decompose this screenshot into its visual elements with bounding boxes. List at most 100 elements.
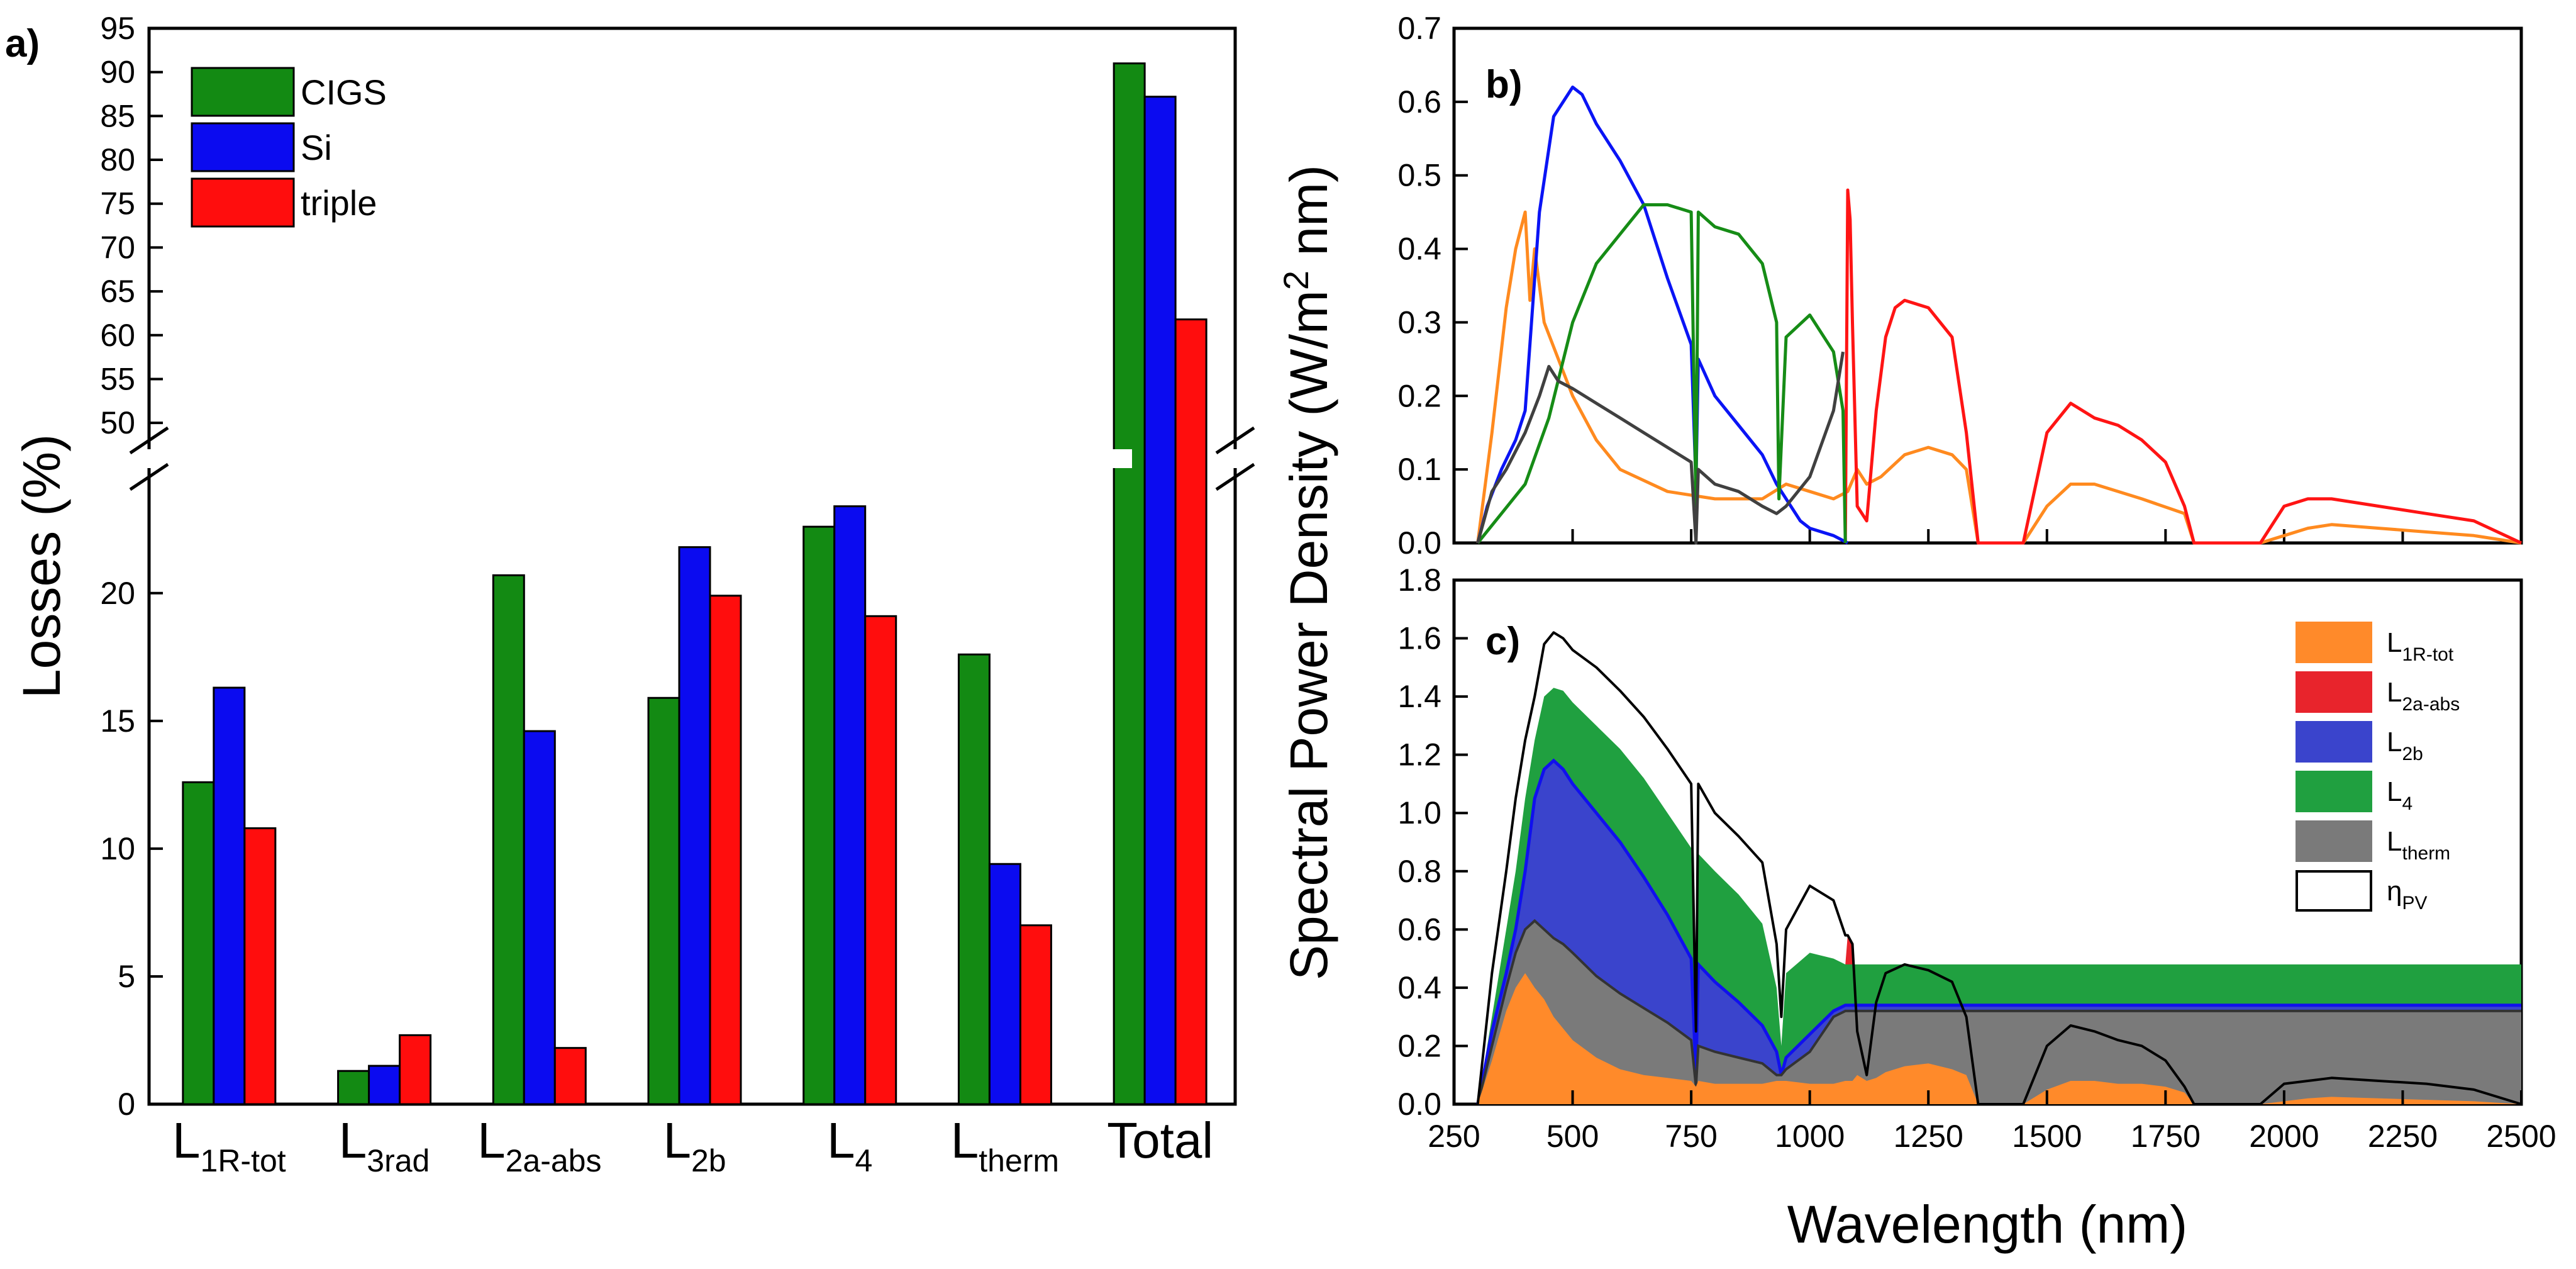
series-line-l2a-abs bbox=[1843, 188, 2523, 545]
y-tick-label: 0.2 bbox=[1397, 1028, 1441, 1063]
legend-label-cigs: CIGS bbox=[301, 72, 387, 112]
category-label: L2b bbox=[663, 1112, 726, 1178]
panel-b-y-ticks: 0.0 0.1 0.2 0.3 0.4 0.5 0.6 0.7 bbox=[1397, 11, 1468, 561]
bar-triple bbox=[709, 595, 742, 1105]
y-tick-label: 65 bbox=[100, 274, 135, 309]
legend-label: Ltherm bbox=[2387, 826, 2450, 864]
legend-swatch bbox=[2296, 771, 2372, 812]
bar-triple bbox=[864, 615, 897, 1105]
panel-a-y-ticks: 0 5 10 15 20 50 55 60 65 70 75 80 85 90 95 bbox=[100, 11, 163, 1122]
axis-break-mark bbox=[129, 426, 169, 455]
y-tick-label: 0.8 bbox=[1397, 854, 1441, 889]
bar-cigs bbox=[1113, 62, 1146, 1105]
x-tick-label: 1500 bbox=[2012, 1119, 2082, 1154]
y-tick-label: 0.0 bbox=[1397, 525, 1441, 561]
panel-c-y-ticks: 0.0 0.2 0.4 0.6 0.8 1.0 1.2 1.4 1.6 1.8 bbox=[1397, 562, 1468, 1122]
legend-label: L1R-tot bbox=[2387, 627, 2454, 665]
series-line-l4 bbox=[1476, 203, 1847, 544]
x-tick-label: 2000 bbox=[2249, 1119, 2319, 1154]
y-tick-label: 0.6 bbox=[1397, 912, 1441, 947]
y-tick-label: 70 bbox=[100, 230, 135, 265]
y-tick-label: 0.2 bbox=[1397, 378, 1441, 413]
y-tick-label: 0.7 bbox=[1397, 11, 1441, 46]
bar-si bbox=[833, 505, 867, 1105]
y-tick-label: 0.6 bbox=[1397, 84, 1441, 120]
bar-cigs bbox=[182, 781, 215, 1105]
bar-si bbox=[1143, 96, 1177, 1105]
panel-c: 0.0 0.2 0.4 0.6 0.8 1.0 1.2 1.4 1.6 1.8 250 500 750… bbox=[1397, 562, 2556, 1154]
y-tick-label: 1.4 bbox=[1397, 679, 1441, 714]
panel-c-legend: L1R-tot L2a-abs L2b L4 Ltherm ηPV bbox=[2296, 622, 2460, 914]
panel-a-bars bbox=[182, 62, 1208, 1105]
x-tick-label: 500 bbox=[1546, 1119, 1599, 1154]
legend-swatch bbox=[2296, 622, 2372, 663]
y-tick-label: 10 bbox=[100, 831, 135, 866]
series-line-ltherm bbox=[1476, 351, 1845, 545]
spectral-y-axis-title-main: Spectral Power Density (W/m bbox=[1279, 290, 1338, 980]
series-line-l2b bbox=[1476, 86, 1849, 545]
bar-cigs bbox=[957, 653, 991, 1105]
legend-label-triple: triple bbox=[301, 183, 377, 223]
bar-si bbox=[988, 863, 1021, 1105]
legend-swatch bbox=[2296, 721, 2372, 763]
y-tick-label: 95 bbox=[100, 11, 135, 46]
bar-si bbox=[523, 730, 556, 1105]
y-tick-label: 75 bbox=[100, 186, 135, 221]
spectral-y-axis-title-sup: 2 bbox=[1276, 271, 1316, 290]
y-tick-label: 0.3 bbox=[1397, 305, 1441, 340]
legend-swatch-triple bbox=[191, 177, 295, 228]
y-tick-label: 0.1 bbox=[1397, 452, 1441, 487]
area-l1r-tot bbox=[1477, 973, 2521, 1104]
bar-triple bbox=[553, 1047, 587, 1105]
legend-swatch bbox=[2296, 820, 2372, 862]
x-tick-label: 250 bbox=[1428, 1119, 1480, 1154]
panel-b-lines bbox=[1476, 86, 2523, 545]
category-label: Total bbox=[1107, 1112, 1213, 1168]
panel-a-axis-break bbox=[129, 426, 1255, 491]
legend-swatch bbox=[2296, 870, 2372, 912]
x-tick-label: 1250 bbox=[1894, 1119, 1963, 1154]
panel-b-frame bbox=[1452, 26, 2523, 545]
x-axis-title: Wavelength (nm) bbox=[1787, 1195, 2187, 1254]
bar-cigs bbox=[647, 696, 680, 1105]
bar-triple bbox=[1174, 318, 1208, 1105]
legend-swatch-cigs bbox=[191, 67, 295, 117]
y-tick-label: 20 bbox=[100, 576, 135, 611]
bar-si bbox=[678, 546, 711, 1105]
x-tick-label: 2500 bbox=[2486, 1119, 2556, 1154]
legend-label: L4 bbox=[2387, 776, 2412, 814]
axis-break-mark bbox=[1215, 426, 1255, 455]
x-tick-label: 750 bbox=[1665, 1119, 1717, 1154]
spectral-y-axis-title: Spectral Power Density (W/m2 nm) bbox=[1276, 165, 1338, 980]
bar-cigs bbox=[337, 1070, 370, 1105]
bar-triple bbox=[399, 1034, 432, 1105]
x-tick-label: 1000 bbox=[1775, 1119, 1845, 1154]
legend-swatch bbox=[2296, 671, 2372, 713]
panel-a-label: a) bbox=[5, 22, 40, 65]
axis-break-mark bbox=[129, 462, 169, 491]
y-tick-label: 80 bbox=[100, 142, 135, 177]
bar-cigs bbox=[492, 574, 525, 1105]
panel-b: 0.0 0.1 0.2 0.3 0.4 0.5 0.6 0.7 b) bbox=[1397, 11, 2523, 561]
category-label: L1R-tot bbox=[172, 1112, 286, 1178]
axis-break-mark bbox=[1215, 462, 1255, 491]
category-label: Ltherm bbox=[951, 1112, 1059, 1178]
legend-label-si: Si bbox=[301, 128, 332, 167]
panel-c-label: c) bbox=[1485, 620, 1520, 663]
panel-a-legend: CIGS Si triple bbox=[191, 67, 387, 228]
y-tick-label: 85 bbox=[100, 98, 135, 133]
x-tick-label: 1750 bbox=[2131, 1119, 2201, 1154]
category-label: L2a-abs bbox=[477, 1112, 601, 1178]
category-label: L3rad bbox=[339, 1112, 430, 1178]
y-tick-label: 0.4 bbox=[1397, 232, 1441, 267]
y-tick-label: 90 bbox=[100, 55, 135, 90]
y-tick-label: 60 bbox=[100, 318, 135, 353]
y-tick-label: 0.0 bbox=[1397, 1087, 1441, 1122]
panel-c-x-ticks: 250 500 750 1000 1250 1500 1750 2000 2250 2500 bbox=[1428, 1090, 2557, 1154]
spectral-y-axis-title-tail: nm) bbox=[1279, 165, 1338, 271]
panel-b-x-ticks bbox=[1453, 529, 2523, 543]
legend-label: ηPV bbox=[2387, 876, 2428, 914]
x-tick-label: 2250 bbox=[2368, 1119, 2438, 1154]
panel-a-y-axis-title: Losses (%) bbox=[12, 434, 71, 698]
